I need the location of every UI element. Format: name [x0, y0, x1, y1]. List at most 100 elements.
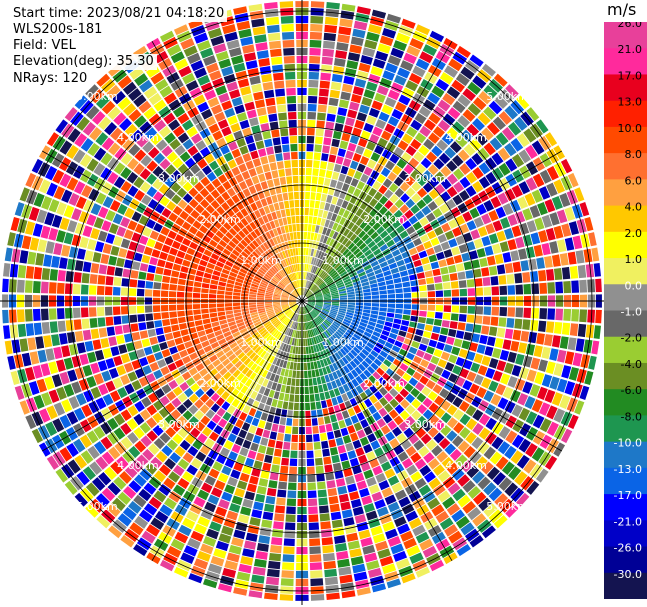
range-gate	[377, 548, 391, 559]
range-gate	[408, 346, 418, 355]
range-gate	[214, 330, 223, 337]
range-gate	[280, 302, 289, 304]
range-gate	[240, 556, 254, 566]
range-gate	[234, 315, 243, 321]
range-gate	[315, 344, 320, 352]
range-gate	[292, 426, 299, 435]
range-gate	[553, 321, 563, 335]
range-gate	[392, 235, 402, 244]
range-gate	[66, 411, 79, 425]
range-gate	[485, 171, 497, 185]
range-gate	[153, 222, 163, 233]
range-gate	[309, 283, 315, 290]
range-gate	[405, 404, 416, 415]
range-gate	[338, 268, 346, 275]
range-gate	[352, 465, 362, 475]
range-gate	[304, 330, 307, 339]
range-gate	[553, 363, 564, 377]
range-gate	[165, 426, 177, 438]
range-gate	[384, 392, 394, 402]
range-gate	[431, 504, 445, 517]
range-gate	[424, 324, 433, 332]
range-gate	[228, 275, 236, 281]
range-gate	[212, 461, 223, 472]
range-gate	[326, 255, 332, 263]
range-gate	[97, 206, 109, 219]
range-gate	[308, 506, 318, 515]
range-gate	[396, 433, 407, 444]
range-gate	[193, 281, 202, 288]
range-gate	[346, 60, 359, 70]
range-gate	[405, 445, 417, 457]
range-gate	[510, 137, 524, 152]
range-gate	[463, 261, 473, 271]
range-gate	[117, 96, 132, 111]
range-gate	[495, 132, 509, 146]
range-gate	[242, 439, 252, 449]
range-gate	[33, 322, 43, 336]
range-gate	[280, 226, 286, 234]
range-gate	[335, 115, 346, 124]
range-gate	[282, 360, 288, 369]
range-gate	[193, 32, 209, 44]
range-gate	[318, 88, 329, 97]
range-gate	[59, 140, 73, 155]
range-gate	[172, 386, 183, 397]
range-gate	[451, 435, 464, 448]
range-gate	[257, 306, 265, 310]
range-gate	[161, 312, 170, 319]
range-gate	[325, 365, 332, 374]
range-gate	[340, 325, 348, 331]
range-gate	[204, 153, 215, 164]
range-gate	[399, 363, 409, 372]
range-gate	[372, 264, 381, 271]
range-gate	[108, 142, 121, 156]
range-gate	[262, 163, 271, 173]
range-gate	[272, 137, 281, 146]
range-gate	[293, 402, 299, 411]
range-gate	[323, 456, 332, 465]
range-gate	[120, 306, 129, 315]
range-gate	[428, 458, 440, 470]
range-gate	[420, 257, 430, 265]
range-gate	[413, 259, 422, 268]
range-gate	[323, 137, 332, 146]
range-gate	[577, 264, 587, 279]
range-gate	[309, 546, 321, 555]
range-gate	[324, 374, 331, 383]
range-gate	[215, 244, 225, 252]
range-gate	[146, 272, 155, 281]
range-gate	[158, 183, 170, 195]
range-gate	[392, 426, 403, 437]
range-gate	[359, 220, 368, 230]
range-gate	[305, 410, 311, 419]
range-gate	[309, 354, 313, 362]
range-gate	[177, 392, 188, 403]
range-gate	[341, 183, 350, 192]
range-gate	[298, 288, 301, 296]
range-gate	[462, 500, 477, 514]
range-gate	[466, 465, 480, 479]
range-gate	[269, 355, 276, 364]
range-gate	[392, 358, 402, 367]
range-gate	[475, 132, 488, 146]
range-gate	[331, 303, 340, 306]
range-gate	[279, 280, 286, 287]
range-gate	[251, 175, 260, 185]
range-gate	[183, 545, 198, 557]
range-gate	[231, 204, 240, 214]
range-gate	[203, 536, 217, 547]
range-gate	[508, 121, 522, 136]
range-gate	[335, 543, 348, 552]
range-gate	[483, 286, 492, 296]
range-gate	[91, 477, 106, 492]
range-gate	[452, 227, 462, 237]
colorbar-swatch	[604, 258, 647, 285]
range-gate	[283, 289, 291, 294]
range-gate	[245, 378, 253, 388]
range-gate	[264, 592, 278, 600]
range-gate	[323, 331, 330, 339]
range-gate	[338, 173, 346, 183]
range-gate	[143, 482, 157, 495]
range-gate	[170, 51, 185, 64]
